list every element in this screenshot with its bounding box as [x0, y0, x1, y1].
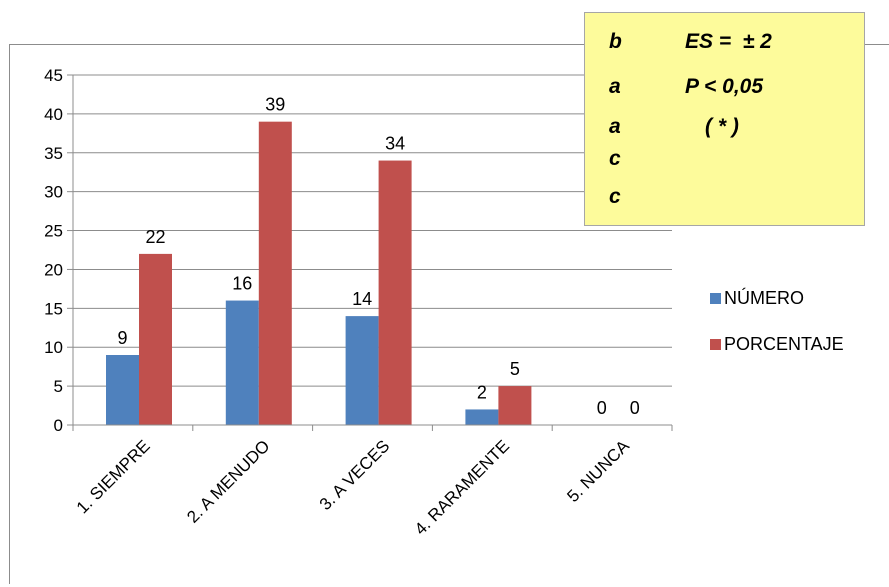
y-tick-label: 30	[44, 183, 63, 202]
note-text: P < 0,05	[685, 75, 764, 98]
bar-número	[225, 300, 259, 425]
y-tick-label: 35	[44, 144, 63, 163]
bar-porcentaje	[258, 121, 292, 426]
note-letter: a	[609, 115, 621, 138]
note-row: b ES = ± 2	[585, 30, 864, 60]
data-label: 9	[117, 328, 127, 348]
data-label: 0	[597, 398, 607, 418]
legend-swatch	[710, 339, 721, 350]
note-row: c	[585, 147, 864, 177]
legend-label: NÚMERO	[724, 287, 804, 308]
bar-número	[465, 409, 499, 425]
y-tick-label: 10	[44, 338, 63, 357]
bars	[106, 121, 532, 426]
bar-porcentaje	[498, 386, 532, 425]
data-label: 5	[510, 359, 520, 379]
bar-porcentaje	[139, 253, 172, 425]
y-tick-label: 45	[44, 66, 63, 85]
x-tick-label: 2. A MENUDO	[183, 436, 273, 526]
note-letter: a	[609, 75, 621, 98]
legend-swatch	[710, 293, 721, 304]
axes	[67, 74, 673, 431]
y-tick-label: 5	[54, 377, 63, 396]
y-tick-label: 0	[54, 416, 63, 435]
y-tick-label: 15	[44, 299, 63, 318]
bar-porcentaje	[378, 160, 412, 426]
data-label: 14	[352, 289, 372, 309]
data-label: 22	[145, 227, 165, 247]
note-row: a ( * )	[585, 115, 864, 145]
x-tick-label: 4. RARAMENTE	[411, 436, 513, 538]
bar-número	[345, 316, 379, 425]
bar-número	[106, 355, 139, 425]
x-tick-label: 1. SIEMPRE	[73, 436, 154, 517]
legend-label: PORCENTAJE	[724, 334, 844, 354]
x-tick-label: 3. A VECES	[316, 436, 394, 514]
data-label: 16	[232, 274, 252, 294]
x-tick-label: 5. NUNCA	[563, 436, 633, 506]
note-text: ( * )	[705, 115, 739, 138]
y-tick-label: 25	[44, 222, 63, 241]
note-row: c	[585, 185, 864, 215]
note-letter: c	[609, 147, 621, 170]
y-tick-label: 40	[44, 105, 63, 124]
legend: NÚMERO PORCENTAJE	[710, 287, 844, 354]
data-label: 34	[385, 134, 405, 154]
data-label: 0	[630, 398, 640, 418]
y-tick-label: 20	[44, 260, 63, 279]
note-row: a P < 0,05	[585, 75, 864, 105]
data-label: 39	[265, 95, 285, 115]
note-letter: b	[609, 30, 622, 53]
note-letter: c	[609, 185, 621, 208]
note-text: ES = ± 2	[685, 30, 772, 53]
data-label: 2	[477, 382, 487, 402]
annotation-box: b ES = ± 2 a P < 0,05 a ( * ) c c	[584, 12, 865, 226]
